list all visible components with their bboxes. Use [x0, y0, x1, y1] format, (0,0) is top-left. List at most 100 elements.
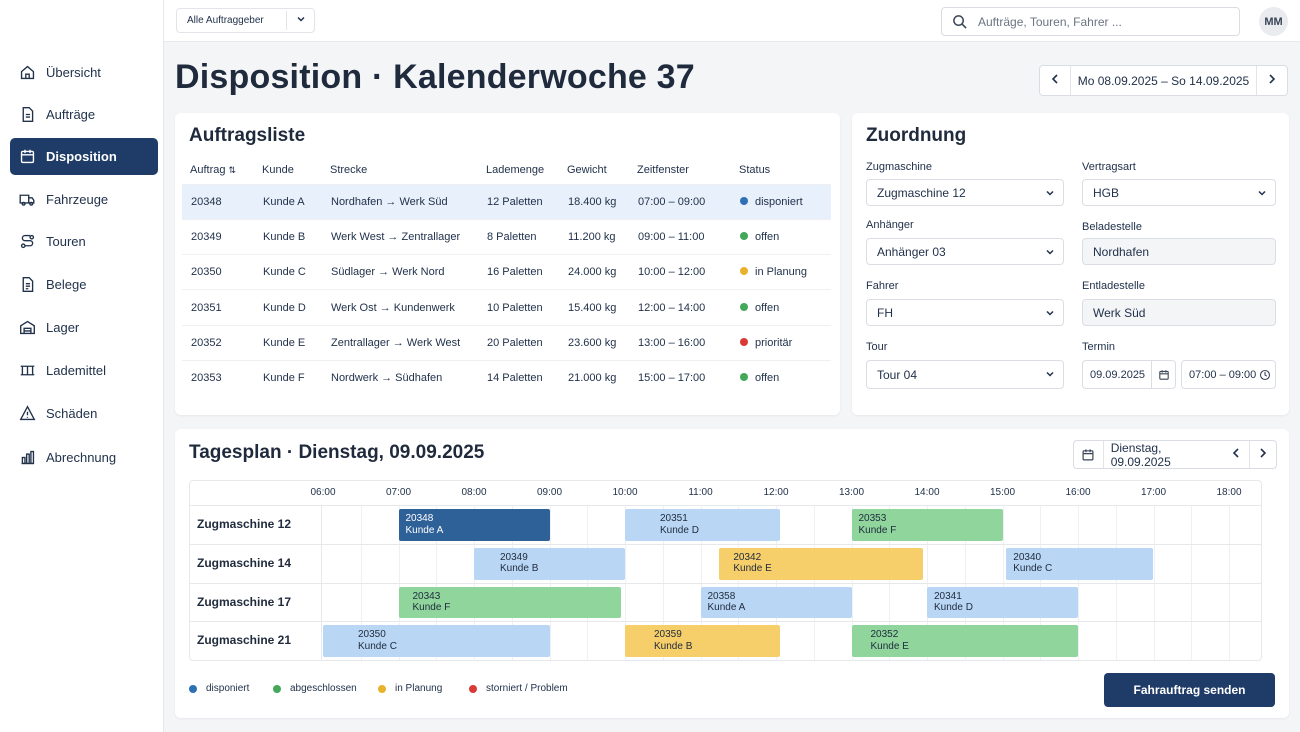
schedule-bar[interactable]: 20342 Kunde E — [719, 547, 924, 580]
search-input[interactable]: Aufträge, Touren, Fahrer ... — [941, 7, 1240, 36]
unloading-place-label: Entladestelle — [1082, 280, 1145, 292]
grid-line — [776, 505, 777, 660]
schedule-bar[interactable]: 20351 Kunde D — [625, 509, 780, 541]
tour-value: Tour 04 — [877, 367, 918, 382]
tractor-value: Zugmaschine 12 — [877, 185, 966, 200]
contract-label: Vertragsart — [1082, 161, 1136, 173]
table-row[interactable]: 20349 Kunde B Werk West → Zentrallager 8 Pa… — [182, 218, 831, 255]
home-icon — [18, 64, 36, 82]
grid-line — [587, 505, 589, 660]
calendar-icon[interactable] — [1151, 361, 1175, 388]
weight-cell: 18.400 kg — [559, 183, 629, 220]
table-row[interactable]: 20348 Kunde A Nordhafen → Werk Süd 12 Palet… — [182, 183, 831, 220]
bar-order-id: 20350 — [358, 629, 386, 641]
bar-order-id: 20353 — [858, 513, 887, 524]
hour-label: 17:00 — [1140, 487, 1167, 498]
driver-select[interactable]: FH — [866, 299, 1064, 326]
sidebar-item-auftraege[interactable]: Aufträge — [10, 96, 158, 133]
route-cell: Werk West → Zentrallager — [322, 218, 478, 255]
sidebar-item-uebersicht[interactable]: Übersicht — [10, 54, 158, 91]
sidebar-item-lademittel[interactable]: Lademittel — [10, 352, 158, 389]
column-header-kunde[interactable]: Kunde — [262, 164, 294, 177]
grid-line — [398, 505, 400, 660]
calendar-icon[interactable] — [1074, 441, 1104, 468]
date-input[interactable]: 09.09.2025 — [1082, 360, 1176, 389]
tour-select[interactable]: Tour 04 — [866, 360, 1064, 389]
search-icon — [952, 14, 968, 29]
day-picker-value[interactable]: Dienstag, 09.09.2025 — [1110, 440, 1171, 469]
column-header-lademenge[interactable]: Lademenge — [486, 164, 545, 177]
sidebar-item-abrechnung[interactable]: Abrechnung — [10, 439, 158, 476]
previous-week-button[interactable] — [1040, 66, 1071, 95]
table-row[interactable]: 20353 Kunde F Nordwerk → Südhafen 14 Palett… — [182, 359, 831, 396]
previous-day-button[interactable] — [1223, 441, 1250, 468]
load-cell: 8 Paletten — [478, 218, 559, 255]
status-label: in Planung — [755, 266, 807, 279]
column-header-status[interactable]: Status — [739, 164, 771, 177]
status-cell: in Planung — [731, 254, 831, 290]
time-window-input[interactable]: 07:00 – 09:00 — [1181, 360, 1276, 389]
sidebar-item-belege[interactable]: Belege — [10, 266, 158, 303]
legend-label: storniert / Problem — [486, 683, 568, 694]
unloading-place-field[interactable]: Werk Süd — [1082, 299, 1276, 326]
table-row[interactable]: 20351 Kunde D Werk Ost → Kundenwerk 10 Pale… — [182, 289, 831, 326]
column-header-auftrag[interactable]: Auftrag ⇅ — [182, 157, 254, 184]
trailer-select[interactable]: Anhänger 03 — [866, 238, 1064, 265]
time-window-cell: 10:00 – 12:00 — [629, 254, 731, 290]
order-table: Auftrag ⇅ Kunde Strecke Lademenge Gewich… — [182, 157, 831, 396]
tractor-select[interactable]: Zugmaschine 12 — [866, 179, 1064, 206]
next-week-button[interactable] — [1256, 66, 1287, 95]
schedule-bar[interactable]: 20340 Kunde C — [1006, 547, 1154, 580]
hour-label: 15:00 — [989, 487, 1016, 498]
status-dot — [740, 337, 748, 346]
column-header-zeitfenster[interactable]: Zeitfenster — [637, 164, 689, 177]
schedule-bar[interactable]: 20343 Kunde F — [398, 586, 622, 619]
schedule-bar[interactable]: 20359 Kunde B — [625, 625, 780, 658]
schedule-bar[interactable]: 20358 Kunde A — [700, 586, 852, 619]
sidebar-item-lager[interactable]: Lager — [10, 309, 158, 346]
send-order-button[interactable]: Fahrauftrag senden — [1104, 673, 1275, 707]
status-label: prioritär — [755, 336, 793, 349]
bar-customer: Kunde A — [405, 524, 444, 536]
unloading-place-value: Werk Süd — [1093, 305, 1146, 320]
weight-cell: 11.200 kg — [559, 218, 629, 255]
load-cell: 14 Paletten — [478, 359, 559, 396]
column-header-strecke[interactable]: Strecke — [330, 164, 368, 177]
status-label: offen — [755, 301, 780, 314]
hour-label: 08:00 — [461, 487, 487, 498]
bar-order-id: 20358 — [707, 590, 736, 602]
client-filter-select[interactable]: Alle Auftraggeber — [176, 8, 315, 33]
time-window-cell: 15:00 – 17:00 — [629, 359, 731, 396]
schedule-bar[interactable]: 20353 Kunde F — [851, 509, 1003, 541]
sidebar-item-fahrzeuge[interactable]: Fahrzeuge — [10, 181, 158, 218]
schedule-bar[interactable]: 20350 Kunde C — [323, 625, 550, 658]
load-cell: 12 Paletten — [478, 183, 559, 220]
hour-label: 14:00 — [914, 487, 940, 498]
loading-place-field[interactable]: Nordhafen — [1082, 238, 1276, 265]
table-row[interactable]: 20350 Kunde C Südlager → Werk Nord 16 Palet… — [182, 254, 831, 290]
customer-cell: Kunde C — [254, 254, 322, 290]
sidebar-item-touren[interactable]: Touren — [10, 223, 158, 260]
schedule-bar[interactable]: 20349 Kunde B — [474, 547, 625, 580]
column-header-gewicht[interactable]: Gewicht — [567, 164, 607, 177]
pallet-icon — [18, 362, 36, 380]
table-row[interactable]: 20352 Kunde E Zentrallager → Werk West 20 P… — [182, 324, 831, 361]
next-day-button[interactable] — [1249, 441, 1276, 468]
header-divider — [190, 505, 1261, 506]
search-placeholder: Aufträge, Touren, Fahrer ... — [978, 14, 1122, 29]
user-avatar[interactable]: MM — [1259, 7, 1288, 36]
weight-cell: 24.000 kg — [559, 254, 629, 290]
contract-select[interactable]: HGB — [1082, 179, 1276, 206]
schedule-bar[interactable]: 20352 Kunde E — [851, 625, 1078, 658]
status-cell: disponiert — [731, 183, 831, 220]
sidebar-item-schaeden[interactable]: Schäden — [10, 395, 158, 432]
schedule-bar[interactable]: 20348 Kunde A — [398, 509, 550, 541]
hour-label: 16:00 — [1065, 487, 1091, 498]
sidebar-item-label: Übersicht — [46, 65, 101, 80]
schedule-bar[interactable]: 20341 Kunde D — [927, 586, 1078, 619]
sidebar-item-disposition[interactable]: Disposition — [10, 138, 158, 175]
time-window-cell: 12:00 – 14:00 — [629, 289, 731, 326]
calendar-icon — [18, 148, 36, 166]
assignment-card: Zuordnung Zugmaschine Zugmaschine 12 Ver… — [852, 113, 1289, 415]
sidebar-item-label: Lademittel — [46, 363, 106, 378]
